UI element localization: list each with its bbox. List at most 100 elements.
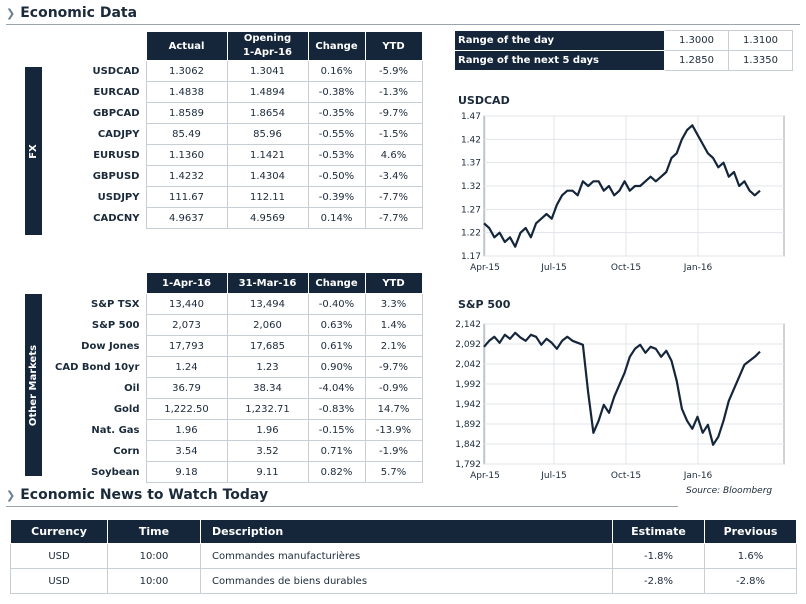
other-markets-table: 1-Apr-16 31-Mar-16 Change YTD S&P TSX 13,…	[42, 272, 423, 483]
x-tick-label: Oct-15	[611, 263, 641, 273]
x-tick-label: Apr-15	[470, 471, 500, 481]
x-tick-label: Apr-15	[470, 263, 500, 273]
range-label: Range of the next 5 days	[454, 50, 665, 71]
y-tick-label: 1.32	[461, 182, 481, 192]
fx-opening: 4.9569	[226, 207, 309, 229]
news-header-time: Time	[107, 519, 201, 544]
y-tick-label: 1.17	[461, 252, 481, 262]
market-ytd: -1.9%	[364, 440, 423, 462]
market-value-d1: 17,793	[145, 335, 228, 357]
fx-opening: 1.3041	[226, 60, 309, 82]
news-time: 10:00	[107, 568, 201, 594]
market-change: 0.71%	[307, 440, 366, 462]
market-label: Corn	[42, 440, 146, 462]
market-ytd: 1.4%	[364, 314, 423, 336]
y-tick-label: 2,042	[455, 360, 481, 370]
news-row: USD 10:00 Commandes manufacturières -1.8% 1.…	[10, 543, 797, 569]
market-value-d2: 38.34	[226, 377, 309, 399]
range-label: Range of the day	[454, 30, 665, 51]
market-ytd: 3.3%	[364, 293, 423, 315]
market-value-d2: 9.11	[226, 461, 309, 483]
fx-row: EURCAD 1.4838 1.4894 -0.38% -1.3%	[42, 81, 423, 103]
range-low: 1.3000	[664, 30, 729, 51]
market-row: Nat. Gas 1.96 1.96 -0.15% -13.9%	[42, 419, 423, 441]
news-header-previous: Previous	[704, 519, 797, 544]
y-tick-label: 1,892	[455, 420, 481, 430]
fx-pair-label: EURUSD	[42, 144, 146, 166]
fx-opening: 85.96	[226, 123, 309, 145]
fx-pair-label: GBPCAD	[42, 102, 146, 124]
market-value-d2: 13,494	[226, 293, 309, 315]
market-row: S&P 500 2,073 2,060 0.63% 1.4%	[42, 314, 423, 336]
news-estimate: -1.8%	[612, 543, 705, 569]
other-header-change: Change	[307, 272, 366, 294]
market-value-d1: 9.18	[145, 461, 228, 483]
other-header-d2: 31-Mar-16	[226, 272, 309, 294]
market-label: S&P 500	[42, 314, 146, 336]
news-previous: -2.8%	[704, 568, 797, 594]
section-divider	[6, 506, 678, 507]
series-line	[483, 124, 761, 248]
fx-row: EURUSD 1.1360 1.1421 -0.53% 4.6%	[42, 144, 423, 166]
market-ytd: 14.7%	[364, 398, 423, 420]
range-high: 1.3350	[728, 50, 793, 71]
y-tick-label: 1,942	[455, 400, 481, 410]
market-label: Oil	[42, 377, 146, 399]
x-tick-label: Jul-15	[540, 263, 567, 273]
fx-actual: 1.8589	[145, 102, 228, 124]
y-tick-label: 1,992	[455, 380, 481, 390]
other-header-d1: 1-Apr-16	[145, 272, 228, 294]
market-label: Nat. Gas	[42, 419, 146, 441]
x-tick-label: Oct-15	[611, 471, 641, 481]
sp500-chart: 2,142 2,092 2,042 1,992 1,942 1,892 1,842 1,792…	[455, 320, 785, 481]
fx-ytd: -1.3%	[364, 81, 423, 103]
market-row: Dow Jones 17,793 17,685 0.61% 2.1%	[42, 335, 423, 357]
fx-ytd: 4.6%	[364, 144, 423, 166]
chevron-right-icon: ❯	[6, 488, 16, 502]
fx-opening: 1.1421	[226, 144, 309, 166]
fx-ytd: -9.7%	[364, 102, 423, 124]
fx-pair-label: CADCNY	[42, 207, 146, 229]
news-description: Commandes manufacturières	[200, 543, 613, 569]
y-tick-label: 1.27	[461, 205, 481, 215]
news-currency: USD	[10, 543, 108, 569]
x-tick-label: Jan-16	[683, 471, 713, 481]
market-change: -4.04%	[307, 377, 366, 399]
news-description: Commandes de biens durables	[200, 568, 613, 594]
other-markets-side-label: Other Markets	[25, 294, 42, 476]
news-previous: 1.6%	[704, 543, 797, 569]
market-value-d2: 3.52	[226, 440, 309, 462]
news-header: ❯ Economic News to Watch Today	[0, 484, 268, 506]
market-value-d1: 1.24	[145, 356, 228, 378]
market-row: Gold 1,222.50 1,232.71 -0.83% 14.7%	[42, 398, 423, 420]
y-tick-label: 2,142	[455, 320, 481, 330]
market-row: S&P TSX 13,440 13,494 -0.40% 3.3%	[42, 293, 423, 315]
market-change: -0.15%	[307, 419, 366, 441]
fx-actual: 1.4838	[145, 81, 228, 103]
economic-data-title: Economic Data	[20, 5, 138, 21]
fx-pair-label: EURCAD	[42, 81, 146, 103]
section-divider	[6, 24, 800, 25]
fx-change: -0.35%	[307, 102, 366, 124]
fx-change: -0.50%	[307, 165, 366, 187]
fx-header-opening: Opening 1-Apr-16	[226, 31, 309, 61]
fx-actual: 1.1360	[145, 144, 228, 166]
range-low: 1.2850	[664, 50, 729, 71]
fx-pair-label: CADJPY	[42, 123, 146, 145]
market-ytd: -9.7%	[364, 356, 423, 378]
news-row: USD 10:00 Commandes de biens durables -2.8%…	[10, 568, 797, 594]
fx-ytd: -7.7%	[364, 207, 423, 229]
news-currency: USD	[10, 568, 108, 594]
market-row: Soybean 9.18 9.11 0.82% 5.7%	[42, 461, 423, 483]
y-tick-label: 1,792	[455, 460, 481, 470]
market-change: 0.90%	[307, 356, 366, 378]
fx-actual: 1.4232	[145, 165, 228, 187]
market-value-d2: 1.23	[226, 356, 309, 378]
fx-opening: 1.4304	[226, 165, 309, 187]
range-row: Range of the day 1.3000 1.3100	[454, 30, 793, 51]
market-ytd: 5.7%	[364, 461, 423, 483]
fx-ytd: -5.9%	[364, 60, 423, 82]
y-tick-label: 1,842	[455, 440, 481, 450]
fx-ytd: -7.7%	[364, 186, 423, 208]
